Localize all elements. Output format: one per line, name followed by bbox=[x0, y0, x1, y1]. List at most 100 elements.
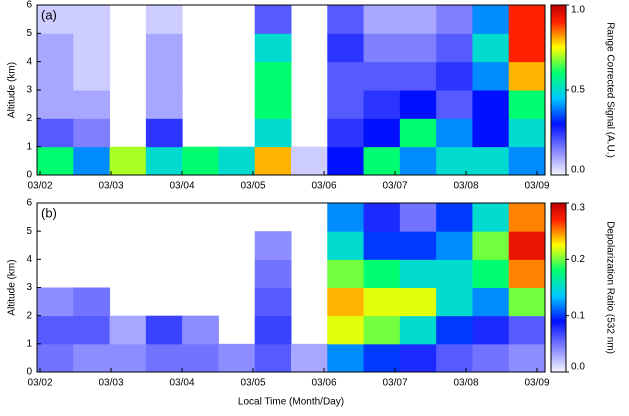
heat-cell bbox=[73, 5, 111, 34]
heat-cell bbox=[436, 287, 473, 317]
colorbar bbox=[550, 202, 567, 373]
heat-cell bbox=[436, 259, 473, 288]
heat-cell bbox=[399, 231, 437, 260]
heat-cell bbox=[472, 231, 510, 260]
heat-cell bbox=[218, 146, 256, 176]
colorbar-tick-label: 0.2 bbox=[571, 254, 585, 265]
heat-cell bbox=[109, 343, 147, 373]
heat-cell bbox=[254, 90, 292, 119]
heat-cell bbox=[37, 118, 74, 148]
heat-cell bbox=[145, 33, 183, 63]
y-tick-label: 0 bbox=[26, 170, 32, 181]
heat-cell bbox=[73, 61, 111, 91]
heat-cell bbox=[363, 33, 401, 63]
y-axis-label: Altitude (km) bbox=[7, 259, 18, 315]
y-tick-label: 6 bbox=[26, 198, 32, 209]
colorbar-label: Range Corrected Signal (A.U.) bbox=[604, 22, 615, 158]
heat-cell bbox=[327, 203, 365, 232]
heat-cell bbox=[145, 61, 183, 91]
y-tick-label: 5 bbox=[26, 226, 32, 237]
heat-cell bbox=[436, 5, 473, 34]
y-tick-label: 1 bbox=[26, 338, 32, 349]
heat-cell bbox=[37, 90, 74, 119]
heat-cell bbox=[254, 287, 292, 317]
heat-cell bbox=[254, 259, 292, 288]
x-tick-label: 03/05 bbox=[240, 181, 265, 192]
heat-cell bbox=[399, 90, 437, 119]
x-tick-label: 03/04 bbox=[169, 181, 194, 192]
heat-cell bbox=[291, 146, 328, 176]
colorbar-tick-label: 0.0 bbox=[571, 362, 585, 373]
heat-cell bbox=[436, 61, 473, 91]
heat-cell bbox=[399, 259, 437, 288]
y-tick-label: 1 bbox=[26, 141, 32, 152]
colorbar-tick-label: 0.5 bbox=[571, 85, 585, 96]
heat-cell bbox=[37, 146, 74, 176]
heat-cell bbox=[37, 343, 74, 373]
heat-cell bbox=[37, 287, 74, 317]
panel-label: (b) bbox=[41, 205, 57, 220]
x-tick-label: 03/06 bbox=[311, 378, 336, 389]
y-axis-label: Altitude (km) bbox=[7, 62, 18, 118]
heat-cell bbox=[399, 61, 437, 91]
x-tick-label: 03/07 bbox=[382, 181, 407, 192]
heat-cell bbox=[363, 231, 401, 260]
heat-cell bbox=[145, 146, 183, 176]
panel-label: (a) bbox=[41, 7, 57, 22]
y-tick-label: 3 bbox=[26, 85, 32, 96]
x-tick-label: 03/04 bbox=[169, 378, 194, 389]
heat-cell bbox=[327, 343, 365, 373]
heat-cell bbox=[472, 203, 510, 232]
heat-cell bbox=[254, 61, 292, 91]
heat-cell bbox=[73, 118, 111, 148]
heat-cell bbox=[399, 343, 437, 373]
heat-cell bbox=[472, 33, 510, 63]
heat-cell bbox=[508, 5, 546, 34]
x-tick-label: 03/08 bbox=[453, 378, 478, 389]
heat-cell bbox=[436, 146, 473, 176]
heat-cell bbox=[73, 33, 111, 63]
heat-cell bbox=[145, 118, 183, 148]
heat-cell bbox=[472, 5, 510, 34]
heat-cell bbox=[37, 5, 74, 34]
heat-cell bbox=[109, 315, 147, 345]
heat-cell bbox=[399, 146, 437, 176]
heat-cell bbox=[508, 118, 546, 148]
colorbar-tick-label: 0.1 bbox=[571, 310, 585, 321]
heat-cell bbox=[399, 203, 437, 232]
heat-cell bbox=[472, 61, 510, 91]
colorbar-tick-label: 1.0 bbox=[571, 5, 585, 16]
heat-cell bbox=[73, 287, 111, 317]
heat-cell bbox=[327, 231, 365, 260]
heat-cell bbox=[508, 343, 546, 373]
heat-cell bbox=[472, 259, 510, 288]
heat-cell bbox=[472, 343, 510, 373]
heat-cell bbox=[327, 90, 365, 119]
x-tick-label: 03/07 bbox=[382, 378, 407, 389]
heat-cell bbox=[399, 118, 437, 148]
x-tick-label: 03/03 bbox=[98, 378, 123, 389]
x-tick-label: 03/03 bbox=[98, 181, 123, 192]
heat-cell bbox=[73, 315, 111, 345]
x-tick-label: 03/08 bbox=[453, 181, 478, 192]
colorbar-tick-label: 0.3 bbox=[571, 203, 585, 214]
heat-cell bbox=[508, 61, 546, 91]
heat-cell bbox=[508, 231, 546, 260]
heat-cell bbox=[363, 203, 401, 232]
heat-cell bbox=[363, 343, 401, 373]
heat-cell bbox=[109, 146, 147, 176]
heat-cell bbox=[363, 315, 401, 345]
heat-cell bbox=[363, 259, 401, 288]
heat-cell bbox=[436, 118, 473, 148]
y-tick-label: 6 bbox=[26, 0, 32, 11]
heat-cell bbox=[363, 118, 401, 148]
heat-cell bbox=[363, 61, 401, 91]
y-tick-label: 3 bbox=[26, 282, 32, 293]
colorbar-label: Depolarization Ratio (532 nm) bbox=[604, 221, 615, 354]
y-tick-label: 2 bbox=[26, 113, 32, 124]
heat-cell bbox=[327, 315, 365, 345]
heat-cell bbox=[218, 343, 256, 373]
heat-cell bbox=[472, 90, 510, 119]
heat-cell bbox=[327, 61, 365, 91]
